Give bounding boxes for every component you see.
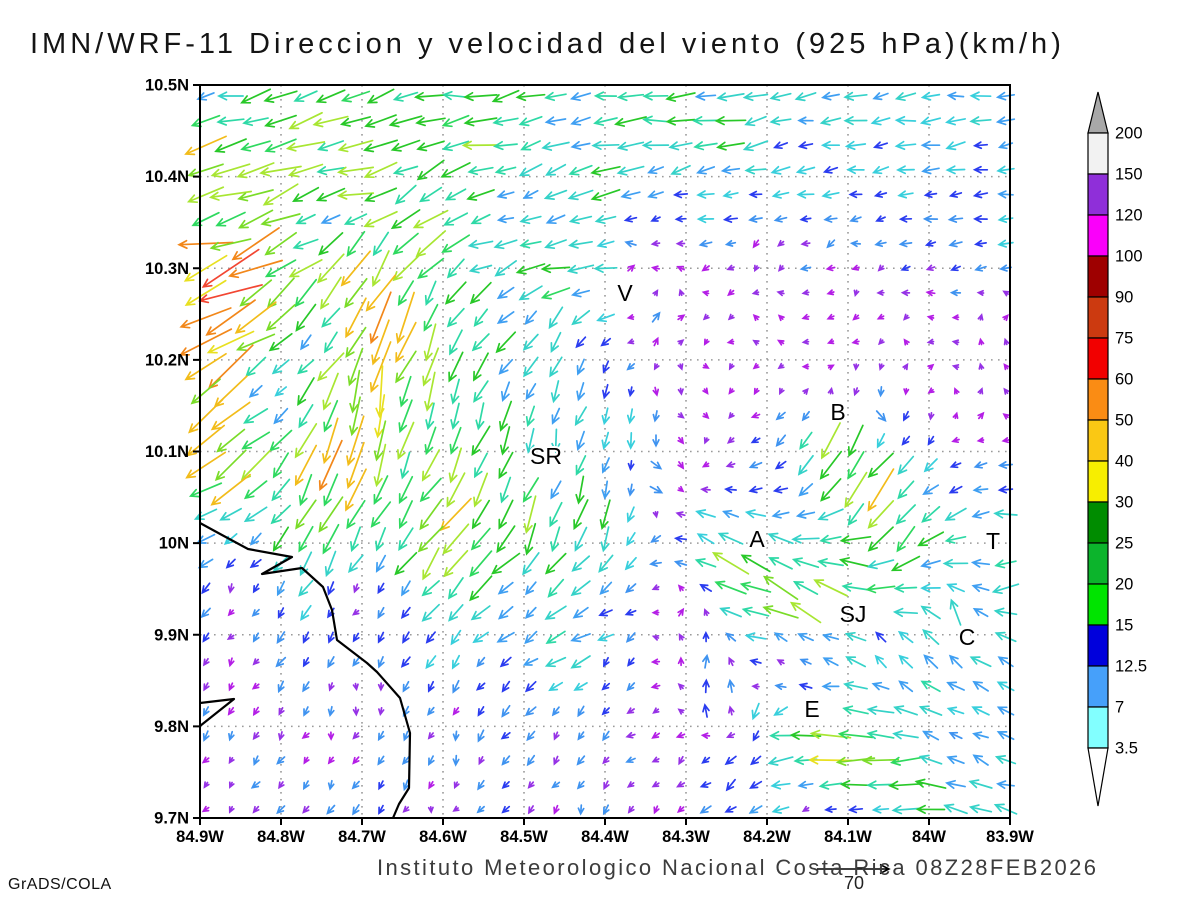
- x-axis-tick-label: 84.3W: [662, 828, 710, 846]
- colorbar-segment: [1087, 665, 1109, 708]
- coastline: [199, 522, 412, 819]
- city-label-SJ: SJ: [840, 601, 867, 627]
- y-axis-tick-label: 10N: [159, 535, 189, 553]
- city-label-SR: SR: [530, 443, 562, 469]
- x-axis-tick-label: 84.8W: [257, 828, 305, 846]
- city-labels: V SR B A SJ C E T: [528, 278, 1002, 724]
- plot-border: [193, 84, 1011, 825]
- city-label-V: V: [617, 280, 633, 306]
- colorbar-segment: [1087, 337, 1109, 380]
- city-label-B: B: [830, 399, 845, 425]
- y-axis-tick-label: 10.5N: [145, 77, 189, 95]
- colorbar-tick-label: 50: [1115, 412, 1133, 430]
- city-label-T: T: [986, 528, 1000, 554]
- colorbar-segment: [1087, 624, 1109, 667]
- y-axis-tick-label: 9.7N: [154, 810, 189, 828]
- y-axis-tick-label: 10.4N: [145, 168, 189, 186]
- x-axis-tick-label: 84.2W: [743, 828, 791, 846]
- chart-title: IMN/WRF-11 Direccion y velocidad del vie…: [30, 28, 1065, 60]
- city-label-C: C: [959, 624, 976, 650]
- colorbar-tick-label: 40: [1115, 453, 1133, 471]
- colorbar-tick-label: 200: [1115, 125, 1143, 143]
- y-axis-tick-label: 10.1N: [145, 443, 189, 461]
- colorbar-tick-label: 30: [1115, 494, 1133, 512]
- x-axis-tick-label: 84W: [912, 828, 946, 846]
- colorbar-tick-label: 3.5: [1115, 740, 1138, 758]
- colorbar-tick-label: 150: [1115, 166, 1143, 184]
- colorbar-segment: [1087, 419, 1109, 462]
- colorbar-tick-label: 100: [1115, 248, 1143, 266]
- caption-text: Instituto Meteorologico Nacional Costa R…: [377, 855, 1099, 880]
- reference-arrow-label: 70: [843, 873, 865, 893]
- colorbar-segment: [1087, 255, 1109, 298]
- y-axis-tick-label: 10.3N: [145, 260, 189, 278]
- x-axis-tick-label: 84.6W: [419, 828, 467, 846]
- city-label-A: A: [749, 526, 765, 552]
- colorbar-tick-label: 25: [1115, 535, 1133, 553]
- colorbar-segment: [1087, 296, 1109, 339]
- x-axis-tick-label: 84.4W: [581, 828, 629, 846]
- y-axis-tick-label: 9.9N: [154, 626, 189, 644]
- colorbar-tick-label: 7: [1115, 699, 1124, 717]
- colorbar-arrow-bottom: [1087, 747, 1109, 807]
- x-axis-tick-label: 84.7W: [338, 828, 386, 846]
- colorbar-tick-label: 120: [1115, 207, 1143, 225]
- colorbar-segment: [1087, 214, 1109, 257]
- grads-credit: GrADS/COLA: [8, 876, 112, 893]
- colorbar-tick-label: 15: [1115, 617, 1133, 635]
- colorbar: 200 150 120 100 90 75 60 50 40 30 25 20 15 12.5 7 3.5: [1087, 91, 1147, 807]
- x-axis-tick-label: 83.9W: [986, 828, 1034, 846]
- colorbar-tick-label: 20: [1115, 576, 1133, 594]
- y-axis-tick-label: 9.8N: [154, 718, 189, 736]
- colorbar-segment: [1087, 501, 1109, 544]
- x-axis-tick-label: 84.5W: [500, 828, 548, 846]
- colorbar-segment: [1087, 132, 1109, 175]
- colorbar-tick-label: 75: [1115, 330, 1133, 348]
- colorbar-segment: [1087, 378, 1109, 421]
- city-label-E: E: [804, 696, 819, 722]
- y-axis-tick-label: 10.2N: [145, 351, 189, 369]
- colorbar-segment: [1087, 583, 1109, 626]
- colorbar-segment: [1087, 460, 1109, 503]
- colorbar-tick-label: 60: [1115, 371, 1133, 389]
- colorbar-arrow-top: [1087, 91, 1109, 134]
- axis-labels: 10.5N 10.4N 10.3N 10.2N 10.1N 10N 9.9N 9.8N 9.7N…: [145, 77, 1034, 847]
- colorbar-segment: [1087, 542, 1109, 585]
- x-axis-tick-label: 84.9W: [176, 828, 224, 846]
- colorbar-segment: [1087, 173, 1109, 216]
- x-axis-tick-label: 84.1W: [824, 828, 872, 846]
- reference-arrow: [817, 863, 891, 875]
- colorbar-segment: [1087, 706, 1109, 749]
- wind-vectors: [177, 88, 1020, 816]
- colorbar-tick-label: 90: [1115, 289, 1133, 307]
- colorbar-tick-label: 12.5: [1115, 658, 1147, 676]
